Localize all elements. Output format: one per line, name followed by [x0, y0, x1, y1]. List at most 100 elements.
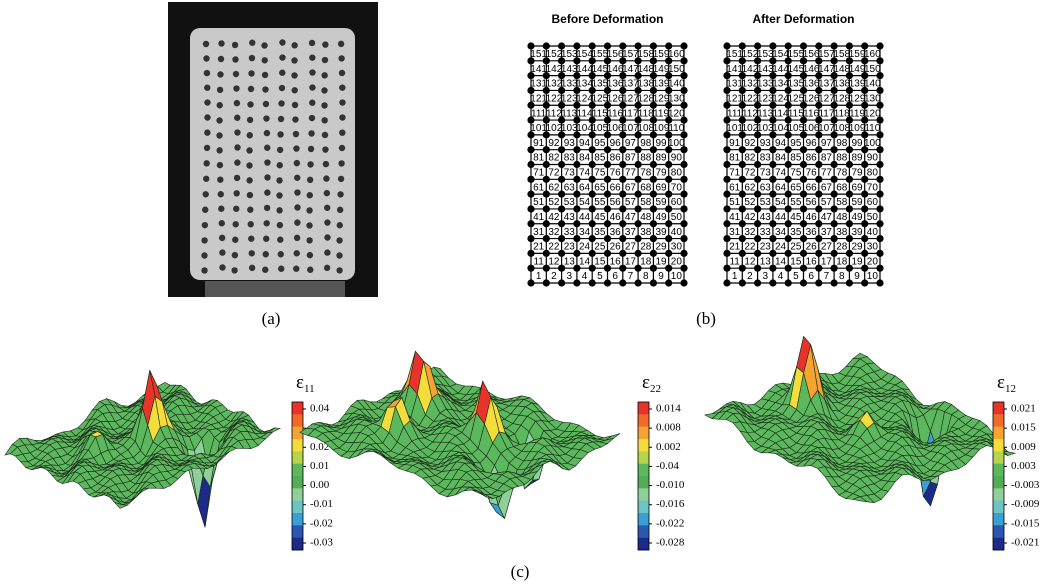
- node: [799, 116, 808, 124]
- label-bg: [563, 136, 575, 148]
- node-label: 158: [833, 49, 850, 60]
- node-label: 150: [668, 64, 685, 75]
- node-label: 138: [833, 79, 850, 90]
- label-bg: [624, 210, 637, 222]
- speckle-dot: [293, 234, 301, 242]
- node-label: 15: [594, 256, 606, 267]
- speckle-dot: [218, 205, 225, 212]
- node-label: 49: [655, 212, 667, 223]
- speckle-dot: [336, 267, 343, 274]
- label-bg: [670, 151, 682, 163]
- label-bg: [609, 136, 621, 148]
- label-bg: [744, 210, 756, 222]
- node: [799, 72, 808, 80]
- label-bg: [670, 196, 682, 207]
- node-label: 47: [821, 212, 833, 223]
- label-bg: [548, 151, 560, 163]
- caption: (c): [511, 562, 530, 581]
- speckle-dot: [233, 205, 240, 212]
- node: [769, 42, 777, 50]
- node-label: 46: [610, 212, 622, 223]
- node: [754, 146, 762, 154]
- colorbar-segment: [993, 426, 1004, 440]
- node-label: 150: [864, 64, 881, 75]
- node-label: 77: [625, 168, 637, 179]
- label-bg: [759, 270, 771, 281]
- node: [861, 234, 869, 243]
- node-label: 35: [790, 227, 802, 238]
- node-label: 101: [726, 123, 743, 134]
- node: [830, 57, 838, 65]
- node-label: 28: [640, 242, 652, 253]
- node-label: 98: [640, 138, 652, 149]
- node: [665, 160, 673, 169]
- node: [723, 264, 731, 272]
- label-bg: [820, 255, 833, 267]
- node-label: 110: [668, 123, 684, 134]
- node: [558, 86, 566, 95]
- label-bg: [640, 136, 652, 148]
- colorbar-tick-label: -0.003: [1011, 479, 1040, 491]
- speckle-dot: [204, 99, 211, 106]
- node-label: 126: [607, 93, 624, 104]
- colorbar-tick-label: -0.009: [1011, 498, 1040, 510]
- node: [665, 264, 673, 272]
- node-label: 157: [622, 49, 639, 60]
- label-bg: [594, 196, 606, 207]
- speckle-dot: [246, 177, 253, 184]
- node: [738, 249, 746, 257]
- speckle-dot: [292, 116, 299, 123]
- label-bg: [790, 196, 802, 207]
- node-label: 141: [530, 64, 547, 75]
- panel-c: (c) ε110.040.030.020.010.00-0.01-0.02-0.…: [4, 335, 1040, 581]
- node: [845, 42, 854, 50]
- label-bg: [744, 136, 756, 148]
- speckle-dot: [234, 144, 241, 151]
- node: [815, 279, 823, 287]
- label-bg: [655, 196, 667, 207]
- label-bg: [640, 270, 652, 281]
- label-bg: [836, 136, 848, 148]
- node: [558, 131, 566, 139]
- speckle-dot: [321, 87, 328, 94]
- node-label: 20: [671, 256, 683, 267]
- speckle-dot: [307, 161, 314, 168]
- colorbar-segment: [638, 451, 649, 464]
- node-label: 122: [742, 93, 759, 104]
- node: [754, 131, 762, 139]
- node: [876, 264, 884, 272]
- symbol: ε: [997, 372, 1005, 393]
- node: [769, 146, 777, 154]
- node-label: 15: [790, 256, 802, 267]
- node-label: 13: [564, 256, 576, 267]
- node: [876, 190, 884, 198]
- label-bg: [670, 270, 682, 281]
- speckle-dot: [322, 160, 330, 168]
- speckle-dot: [216, 86, 224, 94]
- speckle-dot: [321, 131, 329, 139]
- node-label: 66: [610, 182, 622, 193]
- speckle-dot: [203, 144, 211, 152]
- speckle-dot: [309, 84, 316, 91]
- node-label: 131: [726, 79, 743, 90]
- label-bg: [533, 151, 545, 163]
- label-bg: [609, 166, 621, 178]
- node: [542, 131, 550, 139]
- node-label: 121: [726, 93, 743, 104]
- colorbar-tick-label: -0.015: [1011, 517, 1040, 529]
- node: [769, 175, 777, 183]
- label-bg: [820, 240, 833, 252]
- label-bg: [774, 122, 787, 133]
- node-label: 144: [772, 64, 789, 75]
- speckle-dot: [264, 144, 271, 151]
- speckle-dot: [203, 55, 210, 62]
- label-bg: [790, 136, 802, 148]
- node: [738, 205, 746, 213]
- node: [799, 131, 808, 139]
- node-label: 134: [576, 79, 593, 90]
- node: [542, 57, 550, 65]
- speckle-dot: [339, 99, 346, 106]
- node-label: 106: [803, 123, 820, 134]
- node: [845, 116, 854, 124]
- label-bg: [563, 181, 575, 193]
